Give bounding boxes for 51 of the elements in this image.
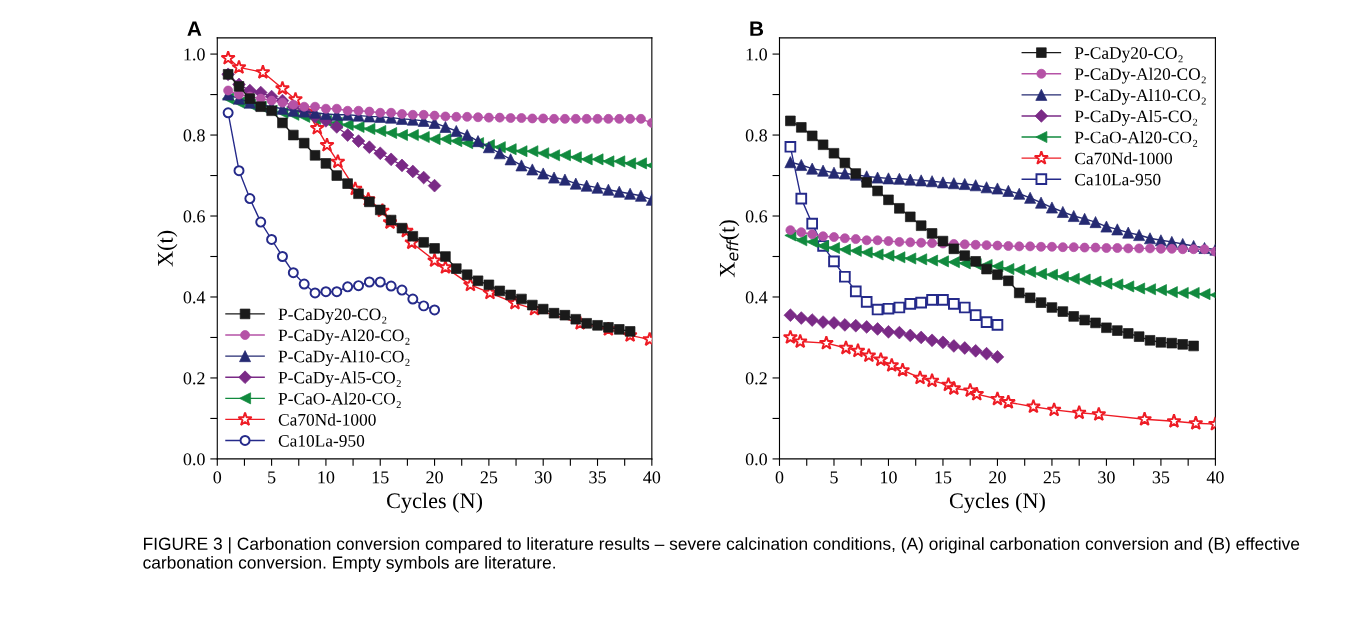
x-tick-label: 10 bbox=[881, 471, 897, 484]
legend-label: Ca10La-950 bbox=[1075, 173, 1161, 186]
legend-label: P-CaDy-Al20-CO₂ bbox=[1074, 67, 1206, 84]
x-tick-label: 40 bbox=[643, 471, 661, 484]
legend-label: Ca70Nd-1000 bbox=[278, 413, 376, 426]
x-tick-label: 15 bbox=[372, 471, 389, 484]
y-tick-label: 0.8 bbox=[745, 129, 767, 142]
legend-label: P-CaDy-Al5-CO₂ bbox=[1074, 109, 1198, 126]
y-tick-label: 0.2 bbox=[745, 372, 767, 385]
x-tick-label: 15 bbox=[935, 471, 952, 484]
chart-title: A bbox=[187, 21, 202, 36]
x-tick-label: 0 bbox=[775, 471, 784, 484]
x-tick-label: 35 bbox=[1152, 471, 1170, 484]
y-tick-label: 0.8 bbox=[183, 129, 205, 142]
y-tick-label: 0.6 bbox=[183, 210, 205, 223]
y-tick-label: 1.0 bbox=[746, 48, 767, 61]
x-tick-label: 10 bbox=[318, 471, 335, 484]
y-tick-label: 0.0 bbox=[745, 453, 767, 466]
y-tick-label: 0.4 bbox=[183, 291, 206, 304]
legend-label: P-CaDy-Al10-CO₂ bbox=[278, 350, 410, 366]
legend-label: P-CaO-Al20-CO₂ bbox=[1074, 131, 1198, 147]
chart-title: B bbox=[750, 21, 764, 36]
x-tick-label: 25 bbox=[480, 471, 498, 484]
x-tick-label: 30 bbox=[535, 471, 552, 484]
legend-label: P-CaDy-Al10-CO₂ bbox=[1074, 88, 1206, 105]
y-tick-label: 0.4 bbox=[745, 291, 768, 304]
y-tick-label: 0.2 bbox=[183, 372, 205, 385]
legend-label: P-CaO-Al20-CO₂ bbox=[278, 392, 401, 408]
y-tick-label: 0.0 bbox=[183, 453, 205, 466]
caption: FIGURE 3 | Carbonation conversion compared to literature results – severe calcination conditions, (A) original carbonation conversion and (B) effective carbonation conversion. Empty symbols are literature. bbox=[143, 537, 1300, 573]
x-tick-label: 35 bbox=[589, 471, 606, 484]
legend-label: P-CaDy-Al5-CO₂ bbox=[278, 371, 401, 388]
legend-label: P-CaDy20-CO₂ bbox=[278, 308, 387, 324]
x-tick-label: 20 bbox=[989, 471, 1006, 484]
x-axis-title: Cycles (N) bbox=[949, 492, 1045, 513]
y-axis-title: X$_{eff}$(t) bbox=[719, 220, 740, 278]
y-tick-label: 0.6 bbox=[745, 210, 768, 223]
y-axis-title: X(t) bbox=[157, 230, 178, 267]
x-tick-label: 20 bbox=[426, 471, 443, 484]
y-tick-label: 1.0 bbox=[184, 48, 205, 61]
legend-label: P-CaDy20-CO₂ bbox=[1074, 47, 1183, 63]
x-tick-label: 0 bbox=[213, 471, 222, 484]
legend-label: Ca70Nd-1000 bbox=[1075, 152, 1173, 165]
x-tick-label: 40 bbox=[1206, 471, 1224, 484]
x-tick-label: 30 bbox=[1098, 471, 1115, 484]
x-axis-title: Cycles (N) bbox=[387, 492, 483, 513]
x-tick-label: 25 bbox=[1043, 471, 1061, 484]
legend-label: Ca10La-950 bbox=[278, 435, 365, 447]
x-tick-label: 5 bbox=[268, 471, 276, 484]
legend-label: P-CaDy-Al20-CO₂ bbox=[278, 329, 410, 345]
x-tick-label: 5 bbox=[830, 471, 838, 484]
